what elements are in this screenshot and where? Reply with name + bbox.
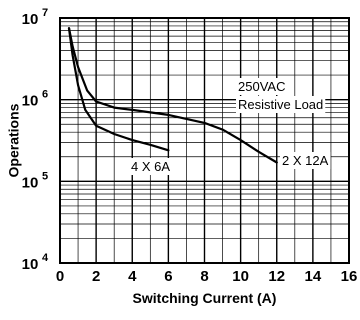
y-tick-exponent: 7 [42,7,48,19]
x-tick-labels: 0 2 4 6 8 10 12 14 16 [56,268,358,285]
annotation-voltage: 250VAC [238,79,285,94]
y-tick-exponent: 6 [42,89,48,101]
series-label-2x12a-background [280,152,331,169]
annotation-load: Resistive Load [238,97,323,112]
y-axis-title: Operations [6,103,22,177]
series-line-1 [67,27,170,152]
y-tick-label: 10 [22,11,39,28]
x-tick-label: 2 [92,268,100,285]
series-line-2 [67,27,278,164]
x-tick-label: 16 [341,268,358,285]
y-tick-label: 10 [22,93,39,110]
annotations: 250VAC Resistive Load 4 X 6A 2 X 12A [129,78,331,175]
y-tick-exponent: 5 [42,170,48,182]
y-tick-label: 10 [22,174,39,191]
x-axis-title: Switching Current (A) [133,290,277,306]
x-tick-label: 12 [268,268,285,285]
series-label-4x6a-background [129,158,173,175]
series-label-2x12a: 2 X 12A [282,153,329,168]
x-tick-label: 14 [305,268,322,285]
annotation-load-background [236,96,326,113]
series-label-4x6a: 4 X 6A [131,159,170,174]
x-tick-label: 0 [56,268,64,285]
y-tick-exponent: 4 [42,252,49,264]
x-tick-label: 8 [200,268,208,285]
data-lines [67,27,278,164]
plot-frame [59,17,350,264]
y-tick-label: 10 [22,256,39,273]
x-tick-label: 4 [128,268,137,285]
annotation-voltage-background [236,78,288,95]
x-tick-label: 6 [164,268,172,285]
x-tick-label: 10 [232,268,249,285]
grid-lines [60,18,349,263]
